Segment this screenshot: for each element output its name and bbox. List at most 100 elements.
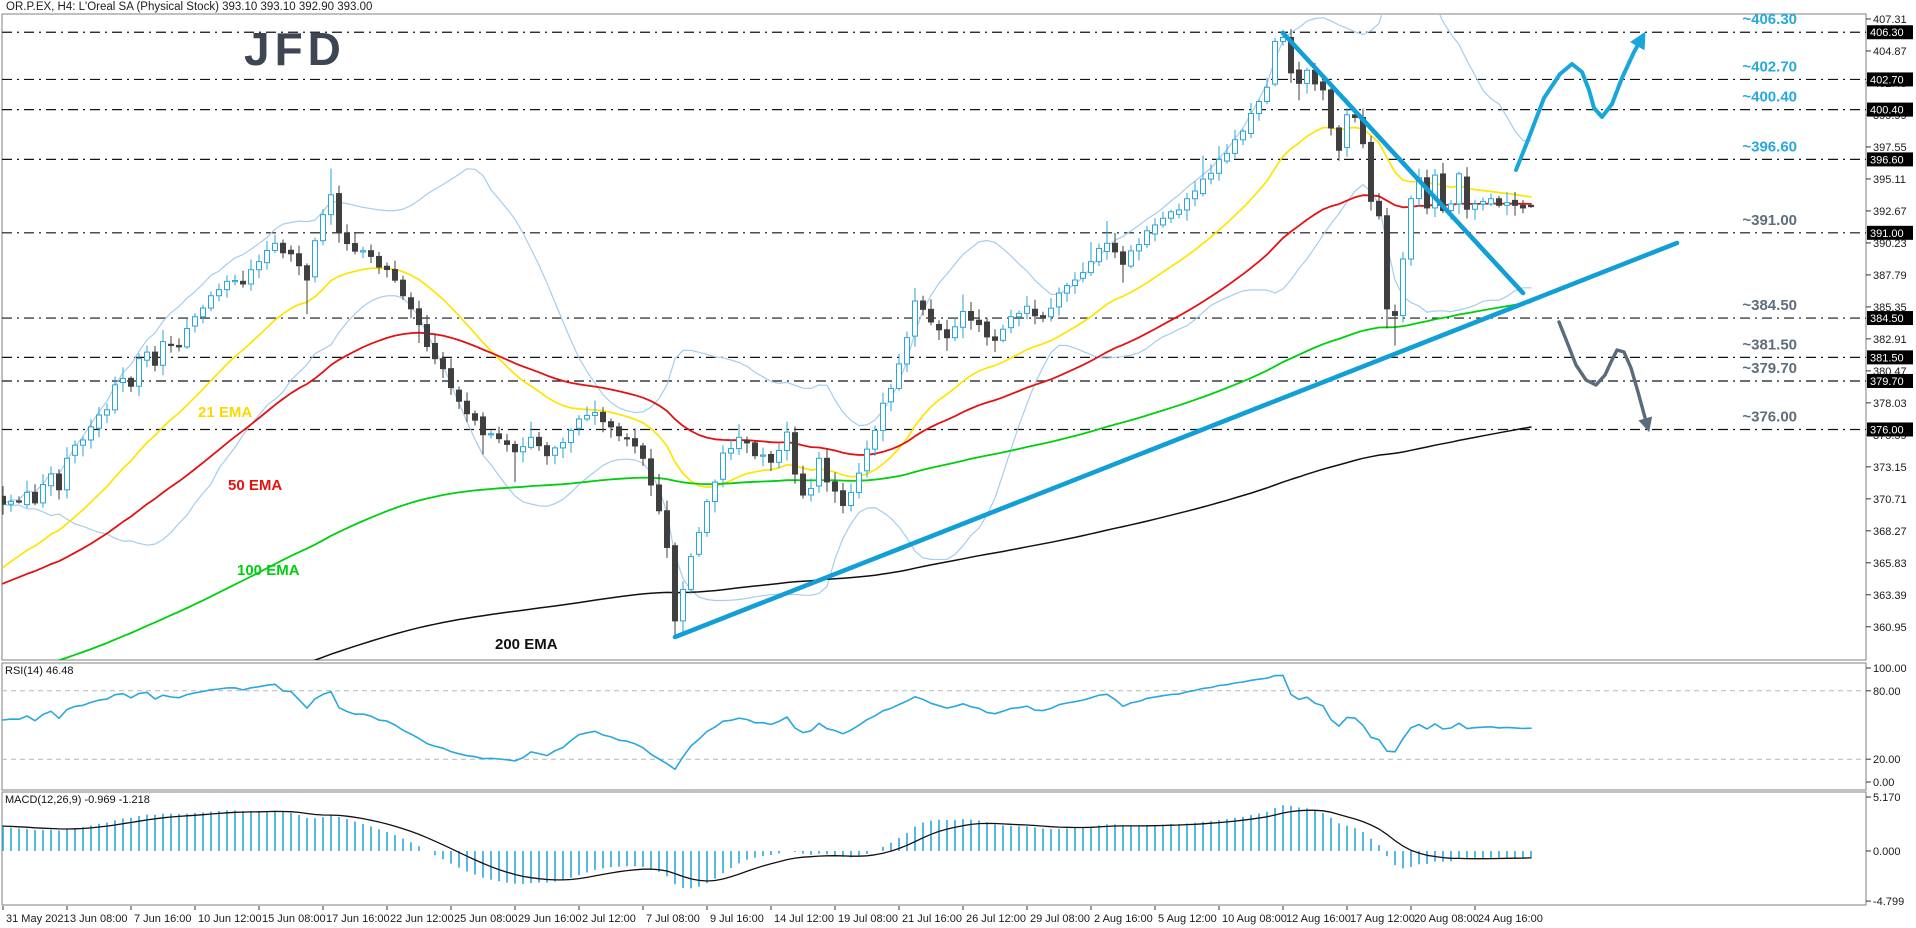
candle-bear	[176, 344, 182, 348]
candle-bull	[776, 449, 782, 463]
ema100-line	[56, 301, 1532, 660]
price-tick-label: 387.79	[1873, 270, 1907, 282]
macd-tick-label: 0.000	[1873, 846, 1901, 858]
candle-bear	[968, 310, 974, 321]
time-tick-label: 17 Aug 12:00	[1350, 913, 1415, 925]
candle-bear	[824, 457, 830, 483]
candle-bull	[1104, 242, 1110, 252]
candle-bull	[584, 414, 590, 420]
candle-bull	[1480, 200, 1486, 205]
candle-bear	[920, 300, 926, 310]
candle-bull	[1088, 261, 1094, 274]
candle-bear	[632, 438, 638, 447]
candles	[2, 29, 1534, 637]
candle-bull	[1448, 203, 1454, 212]
candle-bear	[128, 377, 134, 387]
candle-bear	[512, 443, 518, 453]
rsi-indicator-label: RSI(14) 46.48	[5, 665, 74, 677]
candle-bear	[936, 323, 942, 331]
candle-bull	[272, 242, 278, 251]
candle-bull	[1432, 174, 1438, 209]
macd-tick-label: 5.170	[1873, 792, 1901, 804]
candle-bull	[960, 310, 966, 328]
candle-bull	[248, 269, 254, 285]
candle-bull	[320, 214, 326, 242]
level-badge-text: 402.70	[1870, 74, 1904, 86]
candle-bear	[336, 193, 342, 234]
rsi-tick-label: 100.00	[1873, 663, 1907, 675]
candle-bull	[880, 402, 886, 431]
time-tick-label: 31 May 2021	[6, 913, 70, 925]
candle-bull	[48, 473, 54, 487]
candle-bear	[1120, 251, 1126, 265]
candle-bull	[816, 457, 822, 487]
candle-bear	[32, 491, 38, 504]
candle-bull	[712, 481, 718, 503]
candle-bear	[656, 484, 662, 512]
candle-bear	[56, 473, 62, 491]
candle-bull	[1272, 40, 1278, 85]
bearish-scenario-arrow[interactable]	[1557, 320, 1653, 433]
candle-bear	[600, 411, 606, 423]
macd-axis[interactable]: 5.170 0.000 -4.799	[1866, 792, 1904, 908]
candle-bull	[848, 491, 854, 507]
bollinger-lower-band	[2, 184, 1532, 602]
candle-bear	[544, 445, 550, 457]
candle-bull	[1192, 190, 1198, 200]
time-tick-label: 25 Jun 08:00	[454, 913, 518, 925]
level-approx-label: ~396.60	[1742, 138, 1797, 155]
candle-bear	[1464, 176, 1470, 210]
level-approx-label: ~379.70	[1742, 360, 1797, 377]
level-approx-label: ~406.30	[1742, 11, 1797, 28]
candle-bull	[360, 250, 366, 253]
candle-bear	[768, 453, 774, 463]
bullish-scenario-arrow[interactable]	[1514, 31, 1646, 172]
candle-bear	[792, 432, 798, 475]
time-axis[interactable]: 31 May 2021 3 Jun 08:00 7 Jun 16:00 10 Jun …	[2, 906, 1543, 925]
candle-bull	[24, 491, 30, 506]
level-badge-406.30	[1867, 25, 1913, 40]
price-tick-label: 392.67	[1873, 206, 1907, 218]
time-tick-label: 29 Jun 16:00	[518, 913, 582, 925]
level-approx-label: ~376.00	[1742, 408, 1797, 425]
candle-bull	[1208, 172, 1214, 180]
candle-bear	[504, 440, 510, 445]
rsi-line	[2, 674, 1532, 771]
price-tick-label: 363.39	[1873, 590, 1907, 602]
level-badge-text: 376.00	[1870, 424, 1904, 436]
candle-bull	[232, 279, 238, 283]
candle-bull	[192, 316, 198, 327]
time-tick-label: 22 Jun 12:00	[390, 913, 454, 925]
price-tick-label: 365.83	[1873, 558, 1907, 570]
candle-bear	[456, 389, 462, 402]
main-pane	[1, 13, 1867, 661]
candle-bull	[1064, 285, 1070, 294]
price-tick-label: 370.71	[1873, 494, 1907, 506]
level-badge-379.70	[1867, 373, 1913, 388]
candle-bull	[184, 327, 190, 348]
candle-bear	[1296, 69, 1302, 84]
candle-bull	[88, 426, 94, 441]
candle-bull	[1280, 36, 1286, 42]
rsi-axis[interactable]: 100.00 80.00 20.00 0.00	[1866, 663, 1907, 789]
candle-bear	[624, 437, 630, 440]
price-tick-label: 382.91	[1873, 334, 1907, 346]
candle-bull	[1504, 202, 1510, 206]
macd-indicator-label: MACD(12,26,9) -0.969 -1.218	[5, 794, 150, 806]
ema200-line	[313, 426, 1532, 660]
candle-bull	[688, 556, 694, 590]
level-approx-label: ~384.50	[1742, 297, 1797, 314]
candle-bull	[1304, 69, 1310, 84]
time-tick-label: 17 Jun 16:00	[326, 913, 390, 925]
price-tick-label: 360.95	[1873, 622, 1907, 634]
candle-bull	[1200, 178, 1206, 195]
pane-frames	[1, 13, 1867, 906]
candle-bear	[992, 336, 998, 341]
candle-bull	[560, 442, 566, 449]
descending-resistance-trendline[interactable]	[1280, 30, 1526, 296]
price-tick-label: 407.31	[1873, 14, 1907, 26]
level-badge-402.70	[1867, 72, 1913, 87]
candle-bull	[208, 295, 214, 309]
ascending-support-trendline[interactable]	[672, 240, 1680, 640]
